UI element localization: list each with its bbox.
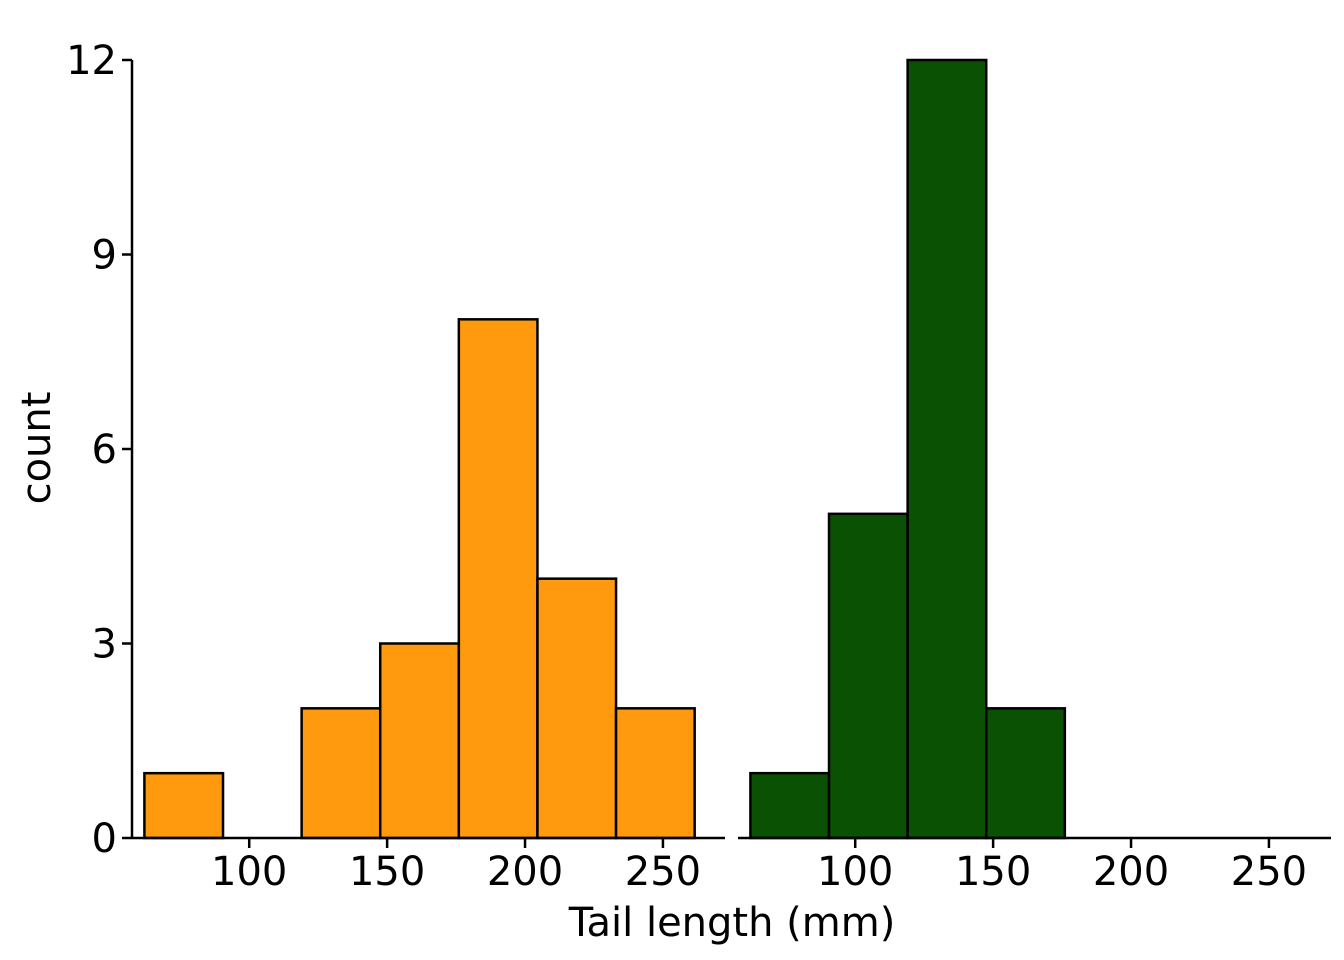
bar-left-2 (300, 707, 382, 840)
bar-left-4 (457, 318, 539, 840)
panel-left: 100 150 200 250 (132, 318, 725, 895)
bar-left-6 (614, 707, 696, 840)
x-tick-label-left-200: 200 (487, 849, 563, 895)
y-tick-label-3: 3 (92, 622, 117, 668)
panel-right: 100 150 200 250 (738, 58, 1331, 895)
x-tick-label-right-150: 150 (955, 849, 1031, 895)
x-tick-label-left-100: 100 (211, 849, 287, 895)
y-tick-label-12: 12 (66, 38, 117, 84)
x-tick-label-right-100: 100 (817, 849, 893, 895)
bar-right-1 (827, 512, 909, 840)
y-tick-label-9: 9 (92, 233, 117, 279)
x-tick-label-right-250: 250 (1231, 849, 1307, 895)
x-tick-label-left-250: 250 (625, 849, 701, 895)
x-tick-label-left-150: 150 (349, 849, 425, 895)
bar-right-2 (906, 58, 988, 840)
bar-right-0 (749, 771, 831, 840)
y-tick-label-0: 0 (92, 816, 117, 862)
y-axis: 0 3 6 9 12 (66, 38, 134, 862)
y-axis-title: count (14, 392, 60, 505)
bar-right-3 (984, 707, 1067, 840)
y-tick-label-6: 6 (92, 427, 117, 473)
bar-left-5 (536, 577, 618, 840)
x-tick-label-right-200: 200 (1093, 849, 1169, 895)
bar-left-3 (378, 642, 461, 840)
bar-left-0 (143, 771, 225, 840)
x-axis-title: Tail length (mm) (568, 900, 896, 946)
